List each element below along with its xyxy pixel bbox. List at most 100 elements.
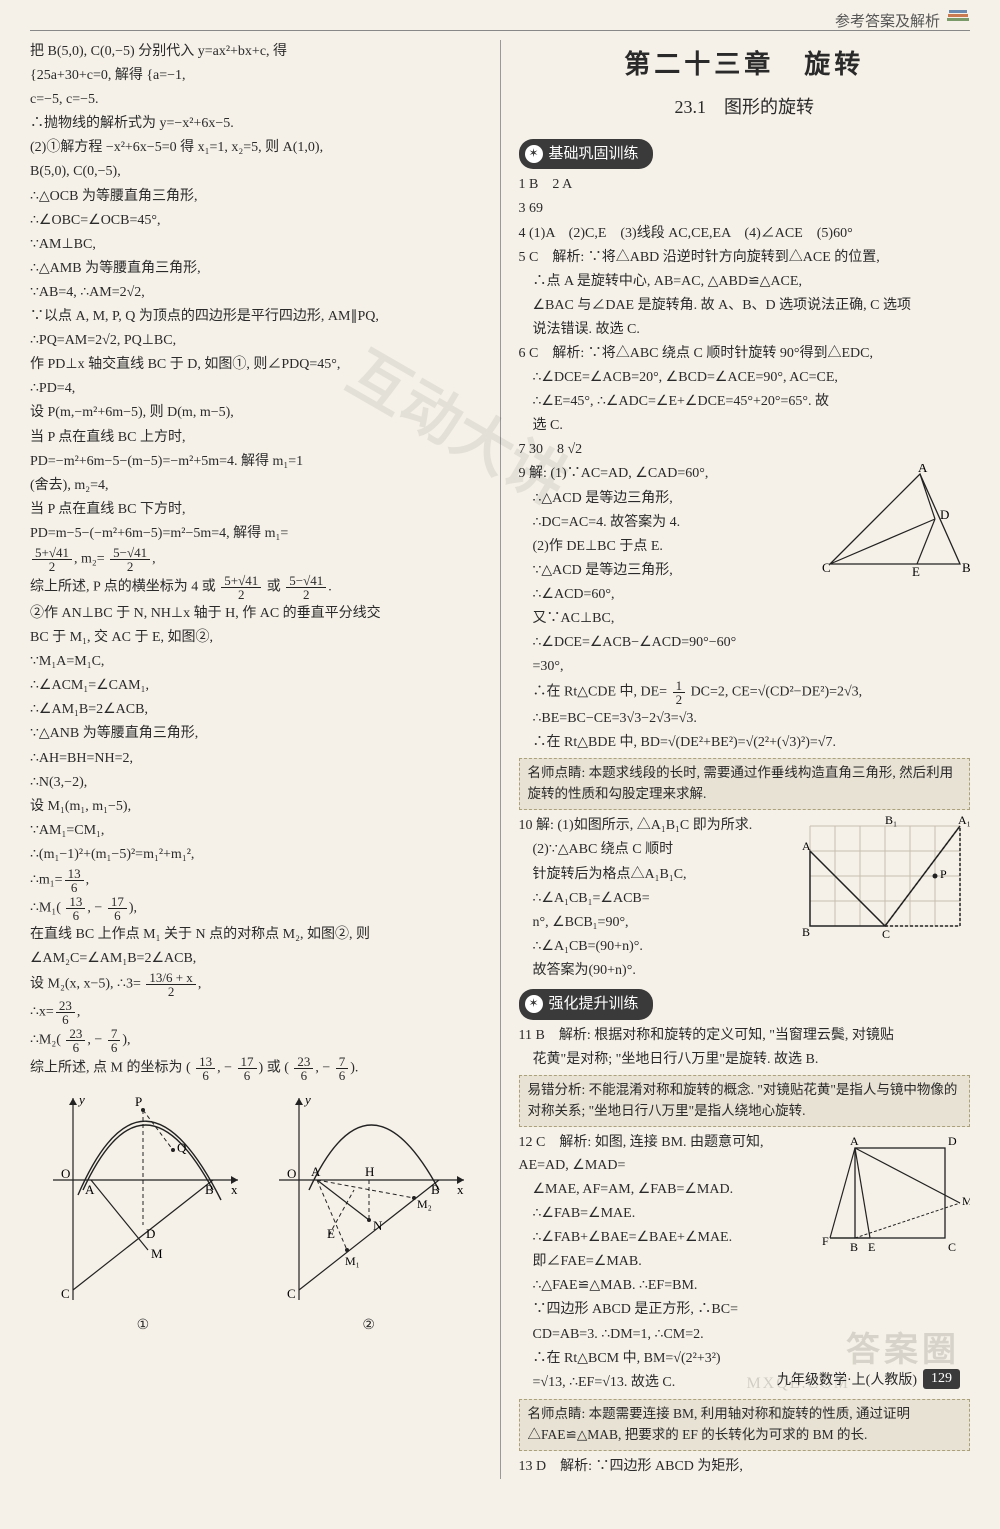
l30: ∴N(3,−2),	[30, 771, 482, 794]
l33: ∴(m₁−1)²+(m₁−5)²=m₁²+m₁²,	[30, 843, 482, 866]
l28: ∵△ANB 为等腰直角三角形,	[30, 722, 482, 745]
l6: ∴△OCB 为等腰直角三角形,	[30, 185, 482, 208]
svg-text:O: O	[61, 1166, 70, 1181]
svg-text:D: D	[940, 507, 949, 522]
l29: ∴AH=BH=NH=2,	[30, 747, 482, 770]
q4: 4 (1)A (2)C,E (3)线段 AC,CE,EA (4)∠ACE (5)…	[519, 222, 971, 245]
svg-text:A: A	[85, 1182, 95, 1197]
svg-text:y: y	[77, 1092, 85, 1107]
q9-7: ∴∠DCE=∠ACB−∠ACD=90°−60°	[519, 631, 971, 654]
x-val: ∴x=236,	[30, 999, 482, 1026]
M2-coord: ∴M₂( 236, − 76),	[30, 1027, 482, 1054]
l36: 在直线 BC 上作点 M₁ 关于 N 点的对称点 M₂, 如图②, 则	[30, 923, 482, 946]
svg-text:H: H	[365, 1164, 374, 1179]
l14: ∴PD=4,	[30, 377, 482, 400]
grid-figure: A B C A₁ B₁ P	[800, 816, 970, 946]
M2-setup: 设 M₂(x, x−5), ∴3= 13/6 + x2,	[30, 971, 482, 998]
svg-text:A: A	[850, 1134, 859, 1148]
q13: 13 D 解析: ∵四边形 ABCD 为矩形,	[519, 1455, 971, 1478]
chapter-title: 第二十三章 旋转	[519, 44, 971, 87]
svg-text:E: E	[327, 1226, 335, 1241]
q5-1: ∴点 A 是旋转中心, AB=AC, △ABD≌△ACE,	[519, 270, 971, 293]
q5-3: 说法错误. 故选 C.	[519, 318, 971, 341]
q9-5: ∴∠ACD=60°,	[519, 583, 971, 606]
q9d: ∴在 Rt△BDE 中, BD=√(DE²+BE²)=√(2²+(√3)²)=√…	[519, 731, 971, 754]
svg-text:A: A	[918, 464, 928, 475]
q10-6: 故答案为(90+n)°.	[519, 959, 971, 982]
l37: ∠AM₂C=∠AM₁B=2∠ACB,	[30, 947, 482, 970]
svg-text:A: A	[311, 1164, 321, 1179]
l26: ∴∠ACM₁=∠CAM₁,	[30, 674, 482, 697]
l5: B(5,0), C(0,−5),	[30, 160, 482, 183]
pill-advanced: ✶ 强化提升训练	[519, 989, 653, 1020]
figure-1: O A B C D P Q M x y	[43, 1090, 243, 1310]
q6-3: 选 C.	[519, 414, 971, 437]
m1-frac: ∴m₁=136,	[30, 867, 482, 894]
watermark-main: 答案圈	[846, 1322, 960, 1371]
q3: 3 69	[519, 197, 971, 220]
l27: ∴∠AM₁B=2∠ACB,	[30, 698, 482, 721]
svg-text:B: B	[962, 560, 970, 575]
svg-text:F: F	[822, 1234, 829, 1248]
svg-text:C: C	[948, 1240, 956, 1254]
l18: (舍去), m₂=4,	[30, 474, 482, 497]
l15: 设 P(m,−m²+6m−5), 则 D(m, m−5),	[30, 401, 482, 424]
l19: 当 P 点在直线 BC 下方时,	[30, 498, 482, 521]
l11: ∵以点 A, M, P, Q 为顶点的四边形是平行四边形, AM∥PQ,	[30, 305, 482, 328]
q6-0: 6 C 解析: ∵将△ABC 绕点 C 顺时针旋转 90°得到△EDC,	[519, 342, 971, 365]
svg-text:Q: Q	[177, 1140, 187, 1155]
figure-row: O A B C D P Q M x y ①	[30, 1090, 482, 1337]
column-divider	[500, 40, 501, 1479]
l1: {25a+30+c=0, 解得 {a=−1,	[30, 64, 482, 87]
svg-text:E: E	[912, 564, 920, 579]
svg-text:N: N	[373, 1218, 383, 1233]
svg-text:D: D	[146, 1226, 155, 1241]
svg-text:B: B	[850, 1240, 858, 1254]
l23: ②作 AN⊥BC 于 N, NH⊥x 轴于 H, 作 AC 的垂直平分线交	[30, 602, 482, 625]
books-icon	[946, 6, 970, 26]
l0: 把 B(5,0), C(0,−5) 分别代入 y=ax²+bx+c, 得	[30, 40, 482, 63]
svg-text:E: E	[868, 1240, 875, 1254]
q11-0: 11 B 解析: 根据对称和旋转的定义可知, "当窗理云鬓, 对镜贴	[519, 1024, 971, 1047]
svg-text:C: C	[287, 1286, 296, 1301]
l25: ∵M₁A=M₁C,	[30, 650, 482, 673]
l9: ∴△AMB 为等腰直角三角形,	[30, 257, 482, 280]
q9b: ∴在 Rt△CDE 中, DE= 12 DC=2, CE=√(CD²−DE²)=…	[519, 679, 971, 706]
svg-text:O: O	[287, 1166, 296, 1181]
conclusion: 综上所述, 点 M 的坐标为 ( 136, − 176) 或 ( 236, − …	[30, 1055, 482, 1082]
svg-text:B: B	[802, 925, 810, 939]
figure-2: O A B C E N H M₁ M₂ x y	[269, 1090, 469, 1310]
svg-text:D: D	[948, 1134, 957, 1148]
svg-text:x: x	[457, 1182, 464, 1197]
svg-text:M₂: M₂	[417, 1197, 432, 1211]
svg-text:B: B	[431, 1182, 440, 1197]
svg-text:x: x	[231, 1182, 238, 1197]
page: 把 B(5,0), C(0,−5) 分别代入 y=ax²+bx+c, 得 {25…	[0, 0, 1000, 1529]
l16: 当 P 点在直线 BC 上方时,	[30, 426, 482, 449]
summary1: 综上所述, P 点的横坐标为 4 或 5+√412 或 5−√412.	[30, 574, 482, 601]
l4: (2)①解方程 −x²+6x−5=0 得 x₁=1, x₂=5, 则 A(1,0…	[30, 136, 482, 159]
q9-6: 又∵AC⊥BC,	[519, 607, 971, 630]
header-label: 参考答案及解析	[835, 10, 940, 31]
fig1-label: ①	[43, 1314, 243, 1337]
svg-text:B: B	[205, 1182, 214, 1197]
svg-text:M₁: M₁	[345, 1254, 360, 1268]
svg-text:y: y	[303, 1092, 311, 1107]
note-2: 易错分析: 不能混淆对称和旋转的概念. "对镜贴花黄"是指人与镜中物像的对称关系…	[519, 1075, 971, 1127]
fig2-label: ②	[269, 1314, 469, 1337]
q11-1: 花黄"是对称; "坐地日行八万里"是旋转. 故选 B.	[519, 1048, 971, 1071]
svg-text:A₁: A₁	[958, 816, 970, 827]
header-rule	[30, 30, 970, 31]
q5-0: 5 C 解析: ∵将△ABD 沿逆时针方向旋转到△ACE 的位置,	[519, 246, 971, 269]
l3: ∴抛物线的解析式为 y=−x²+6x−5.	[30, 112, 482, 135]
l13: 作 PD⊥x 轴交直线 BC 于 D, 如图①, 则∠PDQ=45°,	[30, 353, 482, 376]
l12: ∴PQ=AM=2√2, PQ⊥BC,	[30, 329, 482, 352]
q1: 1 B 2 A	[519, 173, 971, 196]
M1-coord: ∴M₁( 136, − 176),	[30, 895, 482, 922]
square-figure: A D B C M F E	[820, 1133, 970, 1263]
svg-text:P: P	[940, 867, 947, 881]
svg-text:C: C	[61, 1286, 70, 1301]
watermark-sub: MXQE.COM	[746, 1375, 850, 1393]
frac-line-m: 5+√412, m₂= 5−√412,	[30, 546, 482, 573]
q12-5: ∴△FAE≌△MAB. ∴EF=BM.	[519, 1274, 971, 1297]
